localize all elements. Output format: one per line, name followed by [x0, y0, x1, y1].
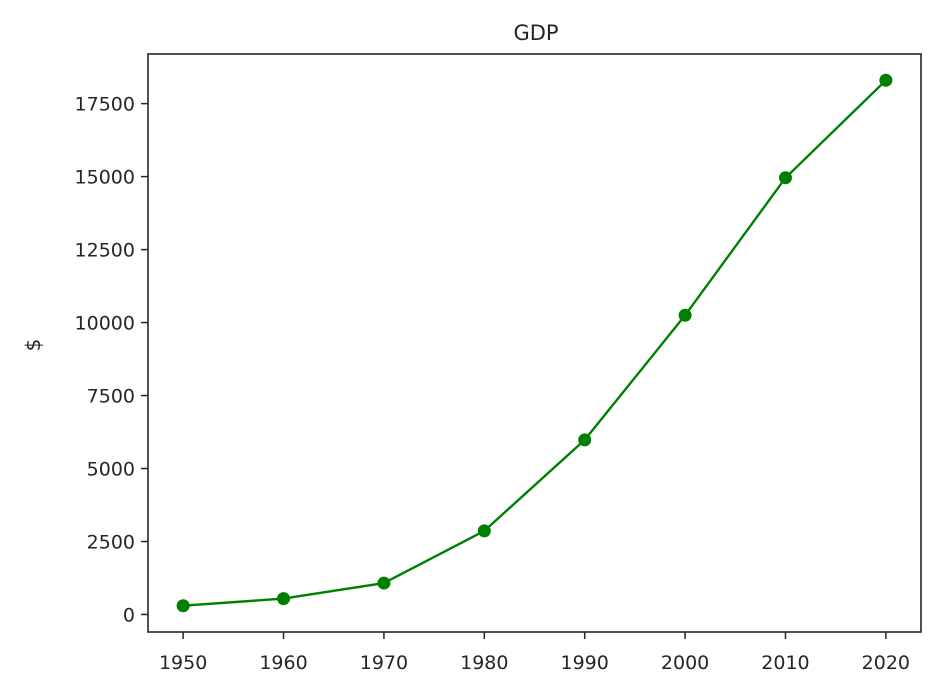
data-point [377, 576, 391, 590]
x-tick-label: 2010 [761, 652, 809, 674]
y-tick-label: 10000 [75, 313, 135, 335]
y-tick-label: 5000 [87, 459, 135, 481]
y-tick-label: 15000 [75, 167, 135, 189]
y-tick-label: 7500 [87, 386, 135, 408]
data-point [176, 599, 190, 613]
y-tick-label: 17500 [75, 94, 135, 116]
data-point [477, 524, 491, 538]
series-layer [176, 73, 893, 613]
x-tick-label: 1950 [159, 652, 207, 674]
y-tick-label: 12500 [75, 240, 135, 262]
x-tick-label: 2000 [661, 652, 709, 674]
x-tick-label: 1980 [460, 652, 508, 674]
series-line [183, 79, 887, 607]
x-axis-ticks: 1950 1960 1970 1980 1990 2000 2010 2020 [159, 632, 910, 674]
y-tick-label: 2500 [87, 532, 135, 554]
y-axis-label: $ [21, 339, 45, 352]
data-point [778, 171, 792, 185]
x-tick-label: 1970 [360, 652, 408, 674]
data-point [678, 308, 692, 322]
y-tick-label: 0 [123, 604, 135, 626]
data-point [277, 592, 291, 606]
x-tick-label: 2020 [862, 652, 910, 674]
x-tick-label: 1990 [561, 652, 609, 674]
data-point [879, 73, 893, 87]
plot-area-frame [147, 53, 922, 633]
chart-title: GDP [513, 21, 558, 45]
x-tick-label: 1960 [259, 652, 307, 674]
data-point [578, 433, 592, 447]
y-axis-ticks: 0 2500 5000 7500 10000 12500 15000 17500 [75, 94, 148, 626]
